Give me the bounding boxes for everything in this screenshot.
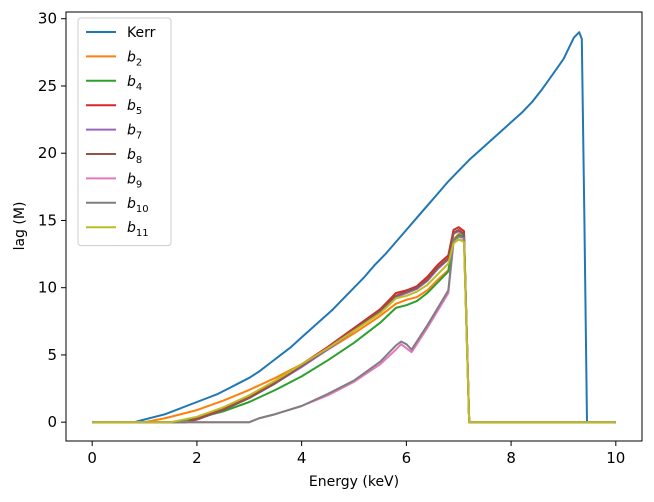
y-tick-label: 30 [38,10,57,28]
legend-label-b5: b5 [127,98,142,117]
x-axis-ticks: 0 2 4 6 8 10 [87,441,625,467]
series-layer [92,31,616,424]
legend-label-b9: b9 [127,171,142,190]
series-line-b11 [92,238,616,424]
y-axis-label: lag (M) [12,202,28,251]
y-axis-ticks: 0 5 10 15 20 25 30 [38,10,66,431]
legend: Kerr b2 b4 b5 b7 b8 b9 b10 b11 [77,17,172,247]
y-tick-label: 5 [47,346,57,364]
plot-frame [65,11,643,442]
series-line-kerr [92,31,616,424]
y-tick-label: 20 [38,144,57,162]
x-tick-label: 10 [606,449,625,467]
y-tick-label: 25 [38,77,57,95]
legend-label-b11: b11 [127,220,149,239]
x-axis-label: Energy (keV) [309,474,399,490]
legend-box [77,17,172,247]
y-tick-label: 15 [38,211,57,229]
x-tick-label: 0 [87,449,97,467]
legend-label-b10: b10 [127,196,149,215]
legend-label-b2: b2 [127,49,142,68]
legend-label-b4: b4 [127,74,142,93]
legend-label-b8: b8 [127,147,142,166]
y-tick-label: 10 [38,279,57,297]
x-tick-label: 8 [506,449,516,467]
x-tick-label: 6 [402,449,412,467]
x-tick-label: 4 [297,449,307,467]
y-tick-label: 0 [47,413,57,431]
legend-label-b7: b7 [127,123,142,142]
legend-label-kerr: Kerr [127,25,156,41]
x-tick-label: 2 [192,449,202,467]
